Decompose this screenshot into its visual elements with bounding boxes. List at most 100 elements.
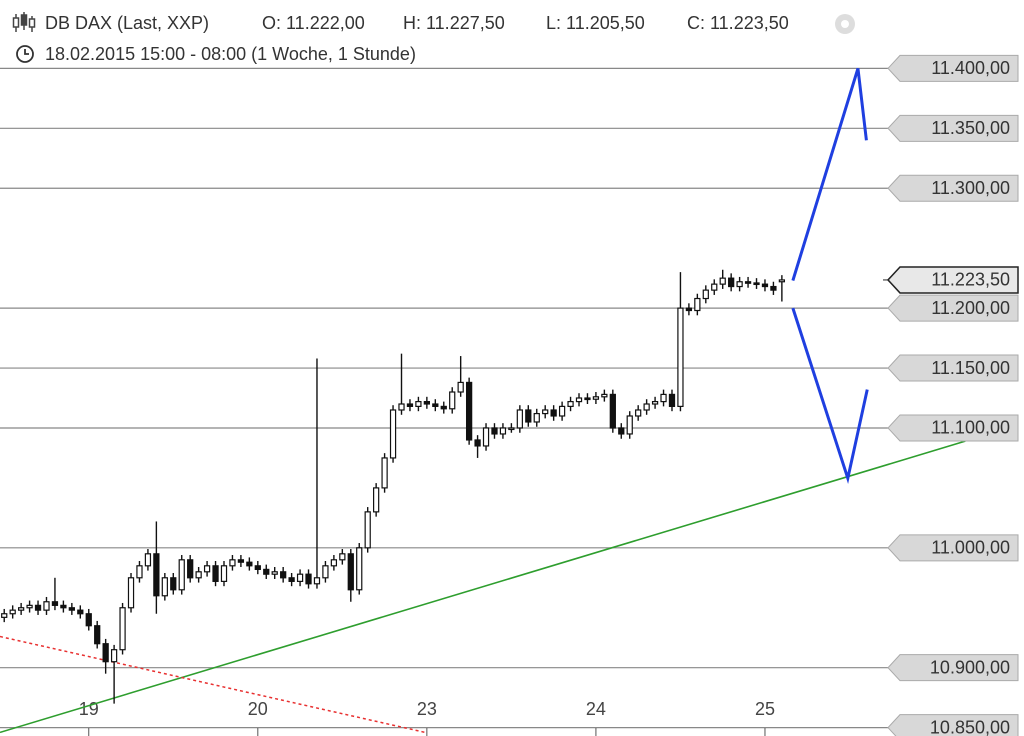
candle-body [406,403,414,407]
candle-body [322,565,329,579]
candle-body [161,577,168,597]
x-tick-label: 25 [755,699,775,719]
candle-body [51,601,59,606]
candle-body [694,297,701,312]
candle-body [288,577,295,582]
candle-body [237,559,245,563]
price-label-box [886,266,1019,294]
candle-body [271,571,278,575]
candle-body [761,283,769,288]
y-tick-label: 10.900,00 [930,657,1010,677]
price-label-box [887,174,1019,202]
price-label-box [887,114,1019,142]
trend-line [0,440,966,734]
candle-body [119,607,126,651]
candle-body [635,409,642,417]
candle-body [457,381,464,393]
y-tick-label: 11.400,00 [931,58,1010,78]
candle-body [347,553,354,591]
candle-body [313,577,321,585]
candle-body [254,565,261,570]
candle-body [744,281,752,284]
plot-area: 19 20 23 24 25 10.850,00 10.900,00 11.000,00 11.… [0,54,1019,736]
candle-body [584,397,591,401]
candle-body [305,573,312,585]
candle-body [753,282,760,286]
y-tick-label: 11.100,00 [931,418,1010,438]
candle-body [398,403,405,411]
candle-body [592,396,600,400]
candle-body [203,565,211,573]
candle-body [94,625,101,645]
price-label: 11.150,00 [887,354,1019,382]
price-label-box [887,654,1019,682]
candle-body [229,559,236,567]
candle-body [558,405,566,417]
candle-body [178,559,185,591]
candle-body [43,601,50,611]
trend-line [0,635,426,734]
candle-body [668,393,676,407]
candle-body [660,393,667,403]
candle-body [525,409,532,423]
candle-body [187,559,194,579]
candle-body [618,427,625,435]
candle-body [626,415,633,435]
y-tick-label: 11.000,00 [931,538,1010,558]
close-value: C: 11.223,50 [687,13,789,33]
trend-line [791,307,869,485]
candle-body [9,609,16,615]
candle-body [246,561,253,567]
header: DB DAX (Last, XXP) O: 11.222,00 H: 11.22… [12,12,855,64]
price-label-box [887,54,1019,82]
candle-body [415,400,422,407]
y-tick-label: 11.223,50 [931,270,1010,290]
candle-body [719,277,726,285]
candle-body [296,573,304,582]
candle-body [423,400,430,405]
candle-body [601,393,608,398]
clock-icon [16,45,34,63]
candle-body [567,400,574,407]
candle-body [643,403,650,411]
candle-body [389,409,397,459]
price-label-box [887,414,1019,442]
y-tick-label: 11.300,00 [931,178,1010,198]
price-label: 11.400,00 [887,54,1019,82]
candle-body [17,607,25,611]
candle-body [339,553,346,561]
candle-body [491,427,498,435]
candle-body [373,487,380,513]
candle-body [770,285,777,291]
candle-body [26,604,33,609]
price-label-box [887,534,1019,562]
y-tick-label: 10.850,00 [930,717,1010,736]
candle-body [68,607,75,611]
candle-body [685,307,693,312]
settings-icon[interactable] [835,14,855,34]
candle-body [449,391,456,410]
price-label: 11.200,00 [887,294,1019,322]
open-value: O: 11.222,00 [262,13,365,33]
candle-body [381,457,388,489]
period-text: 18.02.2015 15:00 - 08:00 (1 Woche, 1 Stu… [45,44,416,64]
x-tick-label: 23 [417,699,437,719]
price-label-box [887,354,1019,382]
candle-body [34,604,42,611]
price-label: 10.900,00 [887,654,1019,682]
candle-body [474,439,481,447]
candle-body [212,565,219,582]
candle-body [736,281,743,288]
candle-body [195,571,202,579]
candle-body [677,307,684,407]
candle-body [220,565,228,582]
candle-body [778,279,786,283]
candle-body [60,604,67,609]
price-label: 11.350,00 [887,114,1019,142]
candle-body [85,613,92,627]
candle-body [542,409,549,415]
candle-body [127,577,135,609]
candle-body [432,403,439,407]
low-value: L: 11.205,50 [546,13,645,33]
candle-body [110,649,118,663]
